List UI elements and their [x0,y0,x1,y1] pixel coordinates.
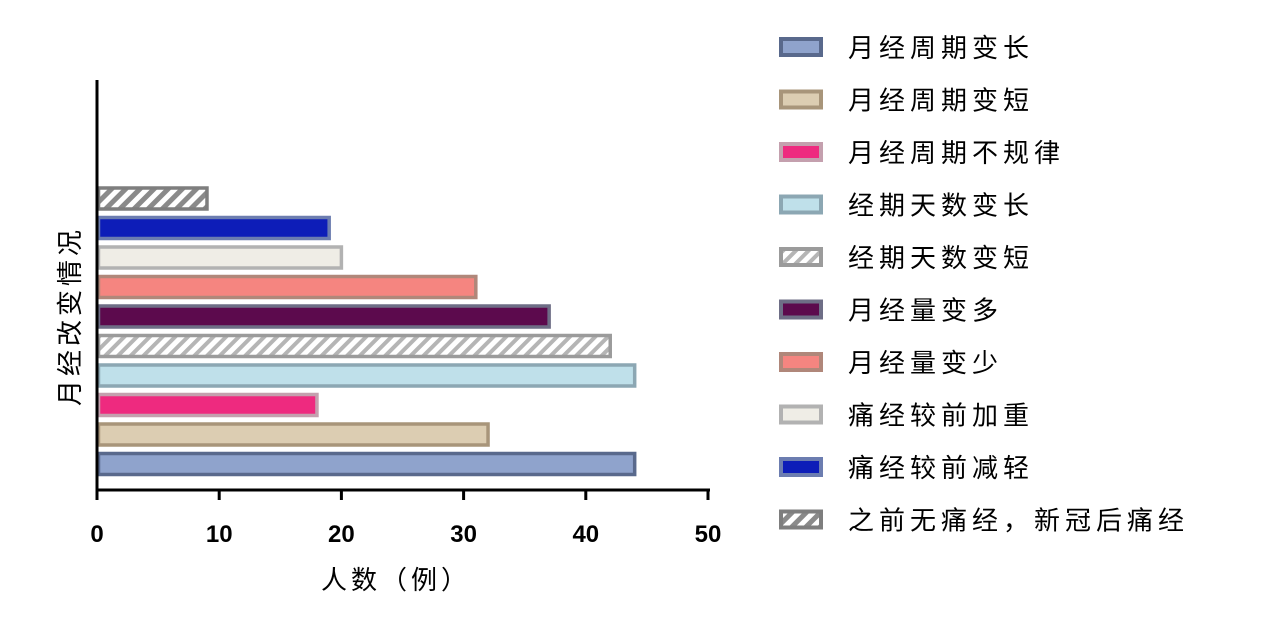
bar-7 [96,274,478,300]
bar-1 [96,451,637,477]
bar-3 [96,392,319,418]
x-ticks-group: 0 10 20 30 40 50 [90,490,721,548]
x-tick-label-50: 50 [695,521,722,548]
legend-label-9: 痛经较前减轻 [848,454,1034,484]
legend-label-6: 月经量变多 [848,297,1003,327]
legend-swatch-7 [779,352,823,372]
legend-label-3: 月经周期不规律 [848,139,1065,169]
y-axis-title: 月经改变情况 [56,226,86,406]
legend-swatch-10 [779,509,823,530]
bar-10 [96,186,209,211]
x-axis-title: 人数（例） [321,566,471,596]
legend-label-8: 痛经较前加重 [848,402,1034,432]
legend-swatch-5 [779,247,823,267]
legend-label-7: 月经量变少 [848,349,1003,379]
bar-6 [96,304,551,329]
legend-label-2: 月经周期变短 [848,87,1034,117]
x-tick-label-30: 30 [450,521,477,548]
bar-2 [96,422,490,447]
legend-label-4: 经期天数变长 [848,192,1034,222]
legend-label-10: 之前无痛经，新冠后痛经 [848,507,1189,537]
bar-9 [96,215,331,241]
legend-label-5: 经期天数变短 [848,244,1034,274]
legend-swatch-9 [779,457,823,477]
legend-swatch-4 [779,194,823,215]
legend-swatch-6 [779,299,823,320]
x-tick-label-0: 0 [90,521,103,548]
legend-swatch-1 [779,37,823,57]
bars-group [96,186,637,477]
legend-swatch-3 [779,142,823,162]
x-tick-label-20: 20 [328,521,355,548]
bar-5 [96,333,612,359]
legend-swatch-8 [779,404,823,425]
x-tick-label-10: 10 [206,521,233,548]
legend-label-1: 月经周期变长 [848,34,1034,64]
x-tick-label-40: 40 [572,521,599,548]
bar-8 [96,245,344,270]
legend-swatch-2 [779,89,823,110]
bar-4 [96,363,637,388]
legend: 月经周期变长月经周期变短月经周期不规律经期天数变长经期天数变短月经量变多月经量变… [779,34,1189,537]
